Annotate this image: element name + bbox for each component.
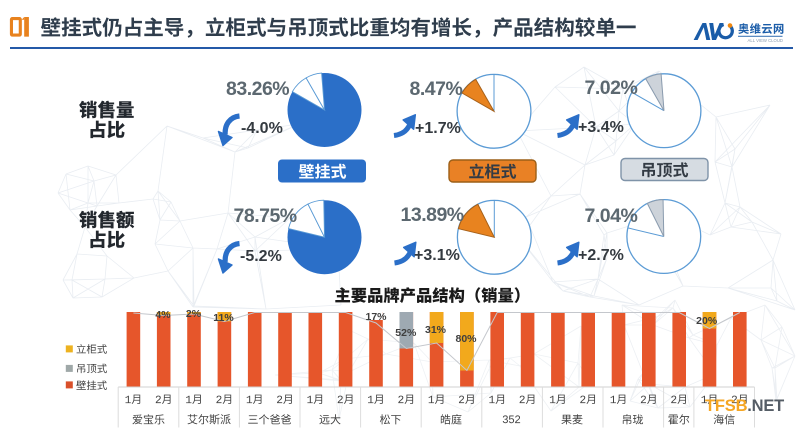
svg-text:ALL VIEW CLOUD: ALL VIEW CLOUD bbox=[748, 38, 784, 43]
